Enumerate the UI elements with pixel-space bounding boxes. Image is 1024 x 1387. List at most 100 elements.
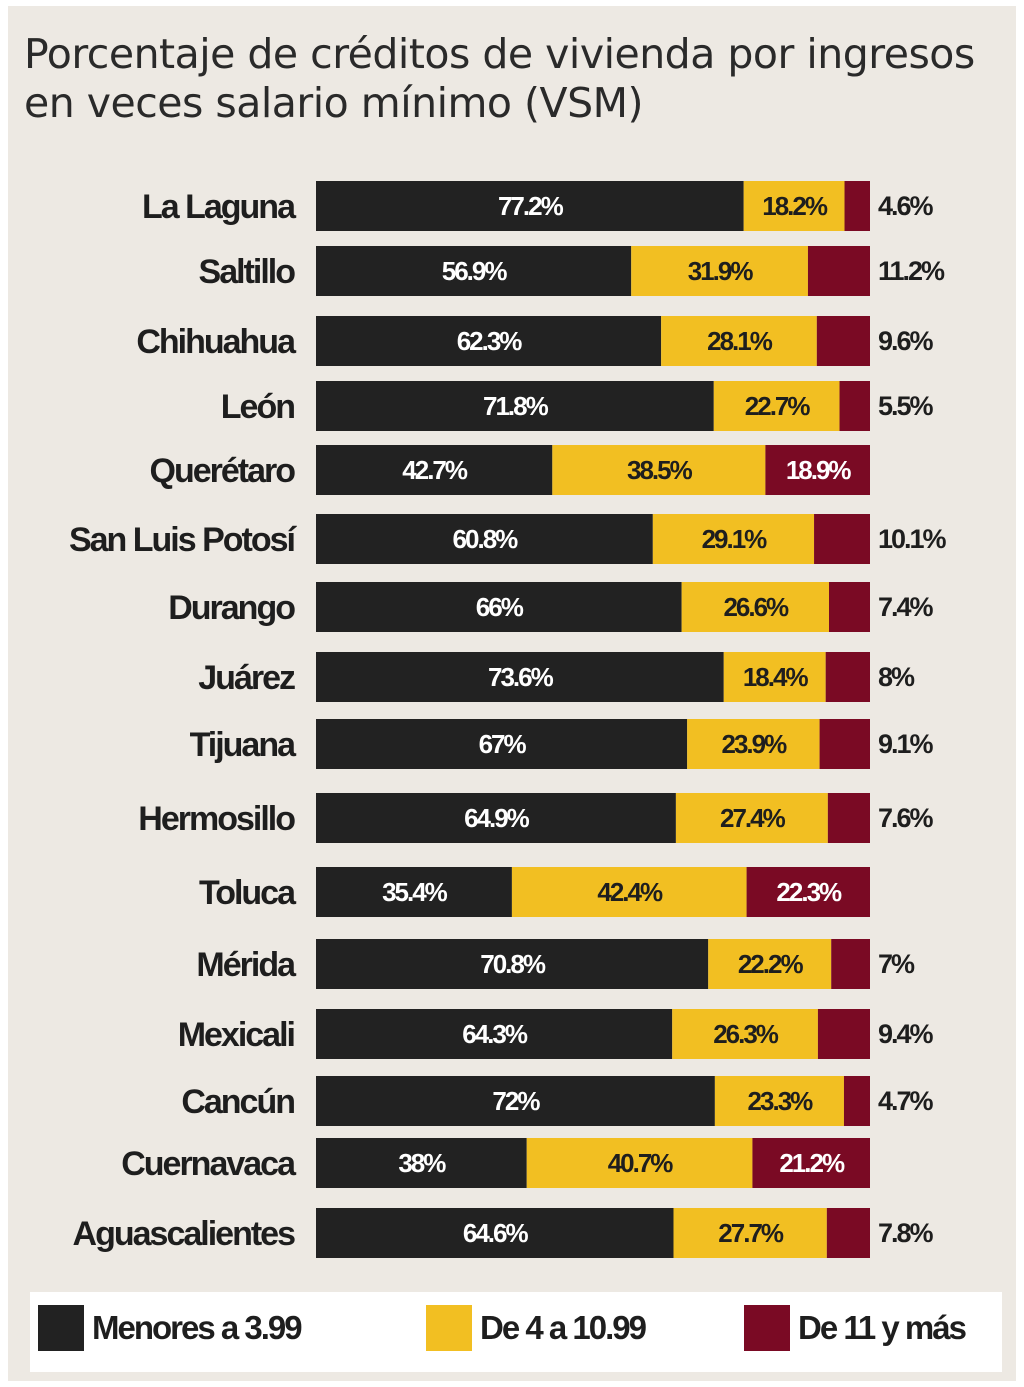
data-label-mid: 38.5% — [627, 455, 693, 485]
data-label-high: 11.2% — [878, 256, 945, 286]
bar-segment-mid — [714, 1076, 844, 1126]
bar-segment-mid — [552, 445, 766, 495]
bar-row: Juárez 73.6% 18.4% 8% — [198, 652, 917, 702]
bar-row: Mérida 70.8% 22.2% 7% — [196, 939, 917, 989]
legend-swatch-high — [744, 1305, 790, 1351]
bar-segment-mid — [652, 514, 815, 564]
data-label-low: 64.6% — [463, 1218, 529, 1248]
bar-segment-low — [316, 246, 632, 296]
data-label-low: 73.6% — [488, 662, 554, 692]
bar-segment-high — [807, 246, 870, 296]
data-label-low: 62.3% — [457, 326, 523, 356]
data-label-high: 22.3% — [776, 877, 842, 907]
data-label-low: 66% — [476, 592, 524, 622]
chart-title: Porcentaje de créditos de vivienda por i… — [24, 30, 975, 127]
bar-segment-mid — [631, 246, 808, 296]
bar-segment-mid — [672, 1009, 818, 1059]
bar-segment-high — [843, 1076, 870, 1126]
bar-row: Querétaro 42.7% 38.5% 18.9% — [150, 445, 870, 495]
data-label-mid: 23.3% — [748, 1086, 814, 1116]
bar-segment-mid — [687, 719, 820, 769]
data-label-mid: 26.6% — [723, 592, 789, 622]
data-label-mid: 29.1% — [702, 524, 768, 554]
bar-row: Mexicali 64.3% 26.3% 9.4% — [178, 1009, 936, 1059]
category-label: Toluca — [199, 874, 297, 912]
bar-segment-mid — [713, 381, 840, 431]
bar-row: Tijuana 67% 23.9% 9.1% — [190, 719, 936, 769]
category-label: Durango — [168, 589, 295, 627]
data-label-high: 7.8% — [878, 1218, 934, 1248]
bar-segment-high — [827, 793, 870, 843]
bar-row: Saltillo 56.9% 31.9% 11.2% — [199, 246, 947, 296]
bar-row: San Luis Potosí 60.8% 29.1% 10.1% — [69, 514, 949, 564]
bar-segment-low — [316, 445, 553, 495]
data-label-high: 4.7% — [878, 1086, 934, 1116]
bar-segment-low — [316, 1208, 674, 1258]
bar-segment-high — [752, 1138, 870, 1188]
data-label-mid: 42.4% — [597, 877, 663, 907]
data-label-high: 21.2% — [779, 1148, 845, 1178]
data-label-low: 67% — [479, 729, 527, 759]
bar-row: Toluca 35.4% 42.4% 22.3% — [199, 867, 870, 917]
data-label-mid: 31.9% — [688, 256, 754, 286]
bar-segment-low — [316, 939, 709, 989]
category-label: Querétaro — [150, 452, 296, 490]
bar-segment-high — [839, 381, 870, 431]
data-label-mid: 27.7% — [718, 1218, 784, 1248]
bar-segment-high — [814, 514, 870, 564]
legend-label-low: Menores a 3.99 — [92, 1309, 303, 1346]
data-label-low: 71.8% — [483, 391, 549, 421]
bar-segment-low — [316, 719, 688, 769]
bar-segment-high — [826, 1208, 870, 1258]
data-label-low: 56.9% — [442, 256, 508, 286]
bar-row: Aguascalientes 64.6% 27.7% 7.8% — [73, 1208, 936, 1258]
data-label-high: 9.6% — [878, 326, 934, 356]
category-label: Cuernavaca — [121, 1145, 297, 1183]
bar-row: Durango 66% 26.6% 7.4% — [168, 582, 936, 632]
legend-swatch-mid — [426, 1305, 472, 1351]
bar-segment-high — [829, 582, 870, 632]
bar-row: La Laguna 77.2% 18.2% 4.6% — [142, 181, 936, 231]
data-label-high: 4.6% — [878, 191, 934, 221]
bar-row: Cancún 72% 23.3% 4.7% — [181, 1076, 936, 1126]
bar-segment-mid — [661, 316, 817, 366]
bar-segment-high — [819, 719, 870, 769]
data-label-high: 7.4% — [878, 592, 934, 622]
legend-swatch-low — [38, 1305, 84, 1351]
bar-segment-high — [831, 939, 870, 989]
bar-segment-low — [316, 316, 662, 366]
legend: Menores a 3.99 De 4 a 10.99 De 11 y más — [30, 1292, 1002, 1372]
bar-segment-mid — [675, 793, 828, 843]
data-label-mid: 26.3% — [713, 1019, 779, 1049]
data-label-low: 60.8% — [453, 524, 519, 554]
bar-segment-high — [746, 867, 870, 917]
bar-segment-high — [844, 181, 870, 231]
bar-segment-mid — [708, 939, 832, 989]
category-label: Juárez — [198, 659, 295, 697]
bar-segment-low — [316, 181, 744, 231]
bar-segment-mid — [681, 582, 830, 632]
bar-segment-mid — [743, 181, 845, 231]
data-label-high: 18.9% — [786, 455, 852, 485]
data-label-high: 8% — [878, 662, 915, 692]
bar-row: Hermosillo 64.9% 27.4% 7.6% — [138, 793, 936, 843]
data-label-low: 38% — [398, 1148, 446, 1178]
bar-row: Cuernavaca 38% 40.7% 21.2% — [121, 1138, 870, 1188]
data-label-high: 7% — [878, 949, 915, 979]
category-label: La Laguna — [142, 188, 297, 226]
stacked-bar-chart: La Laguna 77.2% 18.2% 4.6% Saltillo 56.9% 31.9… — [69, 181, 949, 1258]
category-label: Hermosillo — [138, 800, 295, 838]
data-label-low: 64.3% — [462, 1019, 528, 1049]
bar-segment-low — [316, 793, 676, 843]
bar-segment-low — [316, 1009, 673, 1059]
legend-item-high: De 11 y más — [744, 1300, 967, 1356]
category-label: Mexicali — [178, 1016, 295, 1054]
bar-segment-high — [825, 652, 870, 702]
bar-segment-high — [765, 445, 870, 495]
category-label: Aguascalientes — [73, 1215, 296, 1253]
data-label-mid: 40.7% — [608, 1148, 674, 1178]
category-label: Mérida — [196, 946, 297, 984]
legend-item-low: Menores a 3.99 — [38, 1300, 303, 1356]
bar-segment-low — [316, 381, 714, 431]
legend-label-mid: De 4 a 10.99 — [480, 1309, 647, 1346]
